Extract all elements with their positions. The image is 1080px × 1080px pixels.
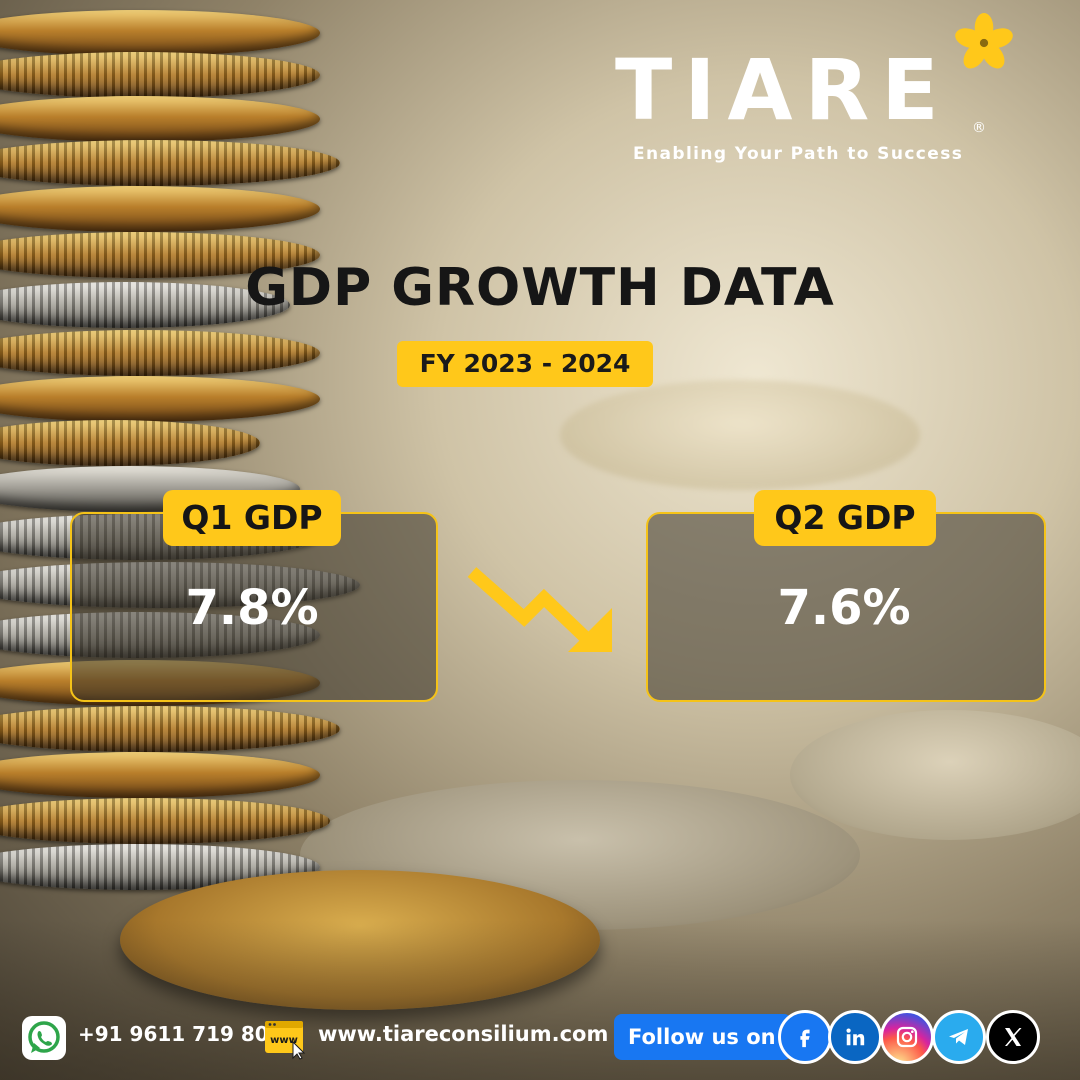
brand-tagline: Enabling Your Path to Success [633,144,964,164]
blurred-coin [790,710,1080,840]
whatsapp-icon[interactable] [22,1016,66,1060]
instagram-icon[interactable] [880,1010,934,1064]
registered-mark: ® [972,120,986,136]
follow-us-label: Follow us on [614,1014,792,1060]
svg-text:www: www [270,1035,298,1046]
footer-bar: +91 9611 719 808 www www.tiareconsilium.… [0,1010,1080,1066]
brand-name: TIARE [615,41,951,139]
q1-value: 7.8% [185,580,319,636]
facebook-icon[interactable] [778,1010,832,1064]
brand-logo: TIARE ® Enabling Your Path to Success [615,13,1035,180]
coin-stack [0,0,380,960]
fiscal-year-badge: FY 2023 - 2024 [397,341,653,387]
trend-down-arrow-icon [467,567,612,652]
flower-logo-icon [955,13,1013,69]
q1-label: Q1 GDP [163,490,341,546]
phone-number[interactable]: +91 9611 719 808 [78,1022,283,1046]
website-link[interactable]: www.tiareconsilium.com [318,1022,609,1046]
q2-value: 7.6% [777,580,911,636]
page-title: GDP GROWTH DATA [245,258,835,318]
linkedin-icon[interactable] [828,1010,882,1064]
blurred-coin [560,380,920,490]
x-icon[interactable] [986,1010,1040,1064]
q2-label: Q2 GDP [754,490,936,546]
www-icon: www [265,1021,306,1060]
telegram-icon[interactable] [932,1010,986,1064]
